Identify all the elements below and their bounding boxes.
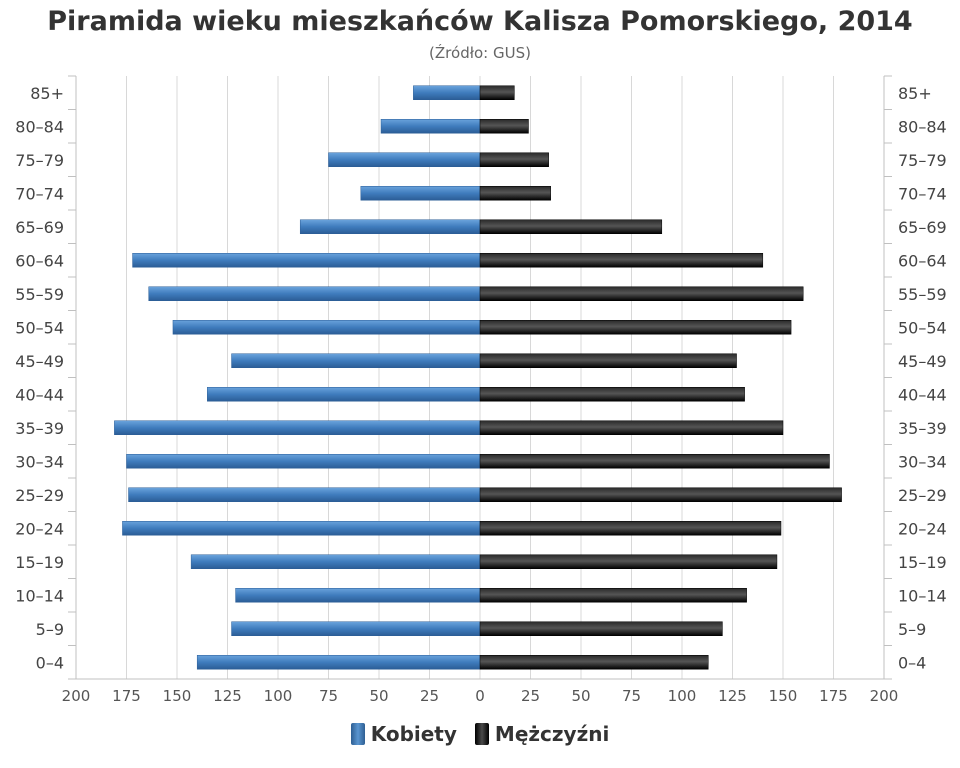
chart-subtitle: (Źródło: GUS) [429,44,531,62]
y-category-label-left: 25–29 [15,486,64,505]
y-category-label-right: 10–14 [898,586,947,605]
y-category-label-left: 65–69 [15,218,64,237]
bar-men[interactable] [479,554,778,569]
y-category-label-left: 20–24 [15,519,64,538]
y-category-label-right: 75–79 [898,151,947,170]
bar-men[interactable] [479,186,551,201]
y-category-label-right: 80–84 [898,117,947,136]
y-category-label-right: 55–59 [898,285,947,304]
y-category-label-left: 55–59 [15,285,64,304]
y-category-label-right: 20–24 [898,519,947,538]
x-tick-label: 25 [521,687,540,705]
y-category-label-right: 5–9 [898,620,926,639]
y-category-label-left: 10–14 [15,586,64,605]
bar-women[interactable] [190,554,481,569]
bar-women[interactable] [196,655,481,670]
bar-women[interactable] [413,85,481,100]
bar-women[interactable] [172,320,481,335]
y-category-label-right: 35–39 [898,419,947,438]
x-tick-label: 75 [622,687,641,705]
x-tick-label: 50 [571,687,590,705]
x-tick-label: 150 [163,687,192,705]
legend-label-men: Mężczyźni [494,722,610,746]
bar-men[interactable] [479,420,784,435]
bar-women[interactable] [126,454,481,469]
bar-men[interactable] [479,152,549,167]
bar-women[interactable] [207,387,481,402]
y-category-label-left: 0–4 [36,653,64,672]
chart-title: Piramida wieku mieszkańców Kalisza Pomor… [47,6,913,37]
y-category-label-right: 60–64 [898,251,947,270]
y-category-label-left: 70–74 [15,184,64,203]
y-category-label-left: 40–44 [15,385,64,404]
bar-women[interactable] [360,186,481,201]
bar-men[interactable] [479,286,804,301]
bar-women[interactable] [122,521,481,536]
y-category-label-right: 0–4 [898,653,926,672]
y-category-label-left: 80–84 [15,117,64,136]
bar-women[interactable] [148,286,481,301]
y-category-label-left: 5–9 [36,620,64,639]
x-tick-label: 150 [769,687,798,705]
bar-men[interactable] [479,219,663,234]
bar-men[interactable] [479,588,747,603]
y-category-label-right: 70–74 [898,184,947,203]
y-category-label-right: 15–19 [898,553,947,572]
y-category-label-right: 25–29 [898,486,947,505]
x-tick-label: 100 [668,687,697,705]
y-category-label-right: 45–49 [898,352,947,371]
bar-men[interactable] [479,387,745,402]
y-category-label-right: 85+ [898,84,932,103]
bar-men[interactable] [479,353,737,368]
y-category-label-left: 75–79 [15,151,64,170]
y-category-label-right: 50–54 [898,318,947,337]
bar-men[interactable] [479,521,782,536]
x-tick-label: 75 [319,687,338,705]
bar-men[interactable] [479,85,515,100]
bar-men[interactable] [479,621,723,636]
bar-men[interactable] [479,253,764,268]
y-category-label-right: 65–69 [898,218,947,237]
bar-men[interactable] [479,487,842,502]
y-category-label-right: 40–44 [898,385,947,404]
bar-men[interactable] [479,320,792,335]
bar-women[interactable] [132,253,481,268]
y-category-label-left: 35–39 [15,419,64,438]
y-category-label-left: 85+ [30,84,64,103]
x-tick-label: 125 [718,687,747,705]
bar-women[interactable] [380,119,481,134]
bar-women[interactable] [299,219,481,234]
x-tick-label: 25 [420,687,439,705]
legend-swatch-men [474,723,489,745]
bar-women[interactable] [328,152,481,167]
legend: Kobiety Mężczyźni [0,722,960,746]
x-tick-label: 200 [870,687,899,705]
x-tick-label: 0 [475,687,485,705]
bar-women[interactable] [231,353,481,368]
y-category-label-left: 50–54 [15,318,64,337]
legend-label-women: Kobiety [370,722,457,746]
bar-women[interactable] [114,420,481,435]
bar-men[interactable] [479,655,709,670]
x-tick-label: 100 [264,687,293,705]
legend-item-women[interactable]: Kobiety [350,722,457,746]
x-tick-label: 200 [62,687,91,705]
bar-women[interactable] [235,588,481,603]
y-category-label-left: 15–19 [15,553,64,572]
bar-men[interactable] [479,119,529,134]
x-tick-label: 50 [369,687,388,705]
y-category-label-left: 30–34 [15,452,64,471]
x-tick-label: 175 [819,687,848,705]
y-category-label-right: 30–34 [898,452,947,471]
y-category-label-left: 60–64 [15,251,64,270]
bar-women[interactable] [128,487,481,502]
x-tick-label: 175 [112,687,141,705]
legend-swatch-women [350,723,365,745]
x-tick-label: 125 [213,687,242,705]
bar-men[interactable] [479,454,830,469]
bar-women[interactable] [231,621,481,636]
legend-item-men[interactable]: Mężczyźni [474,722,610,746]
y-category-label-left: 45–49 [15,352,64,371]
